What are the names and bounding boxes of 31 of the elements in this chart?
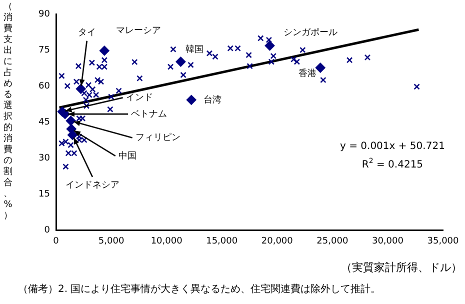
y-tick-label: 60 [38,81,50,92]
annotation: R$^{2}$ = 0.4215 [362,157,424,170]
annotation: 中国 [118,150,136,162]
y-tick-label: 0 [44,225,50,236]
x-tick-label: 35,000 [427,236,460,247]
y-tick-label: 15 [38,189,50,200]
x-tick-label: 20,000 [261,236,294,247]
text: （消費支出に占める選択的消費の割合、%） [4,2,12,221]
x-tick-label: 10,000 [150,236,183,247]
x-tick-label: 25,000 [316,236,348,247]
x-tick-label: 30,000 [372,236,404,247]
annotation: y = 0.001x + 50.721 [340,141,445,152]
y-tick-label: 75 [38,45,50,56]
annotation: タイ [78,28,96,38]
annotation: シンガポール [284,28,338,38]
annotation: 香港 [298,68,316,80]
annotation: インド [126,93,153,104]
x-tick-label: 5,000 [98,236,124,247]
text: （備考）2. 国により住宅事情が大きく異なるため、住宅関連費は除外して推計。 [18,282,381,296]
annotation: インドネシア [65,180,120,190]
y-tick-label: 90 [38,9,50,20]
x-axis-title: （実質家計所得、ドル） [341,260,462,274]
annotation: ベトナム [131,109,168,120]
x-tick-label: 15,000 [206,236,238,247]
y-tick-label: 45 [38,117,50,128]
annotation: 台湾 [203,94,222,106]
annotation: フィリピン [135,132,180,144]
y-tick-label: 30 [38,153,50,164]
x-tick-label: 0 [53,236,60,247]
annotation: マレーシア [116,26,161,36]
annotation: 韓国 [186,44,204,56]
